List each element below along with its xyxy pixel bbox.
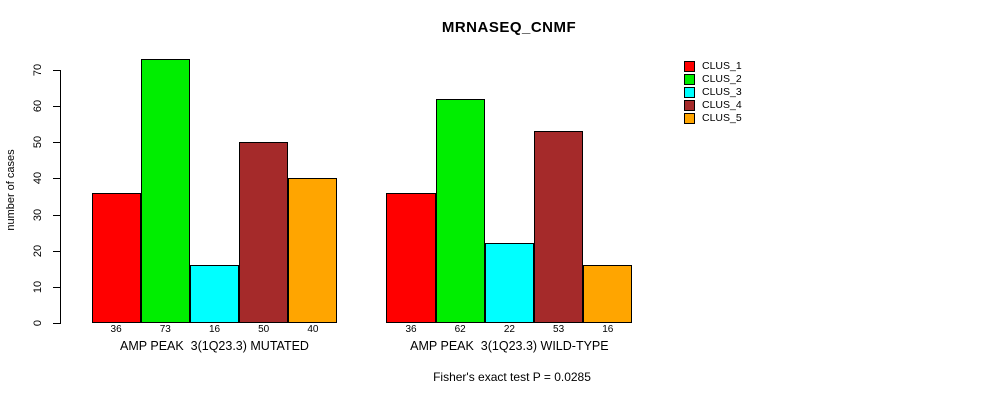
bar-value-label: 16 <box>602 324 614 335</box>
bar-value-label: 22 <box>503 324 515 335</box>
legend-swatch-icon <box>684 74 695 85</box>
bar-value-label: 36 <box>405 324 417 335</box>
legend-label: CLUS_2 <box>702 73 742 85</box>
y-tick <box>53 69 60 71</box>
bar-clus_2-group1 <box>140 59 190 323</box>
chart-title: MRNASEQ_CNMF <box>441 19 577 36</box>
bar-value-label: 53 <box>553 324 565 335</box>
legend-swatch-icon <box>684 61 695 72</box>
y-tick-label: 70 <box>32 63 44 77</box>
legend-item-clus_4: CLUS_4 <box>684 99 742 112</box>
legend-swatch-icon <box>684 113 695 124</box>
bar-value-label: 16 <box>208 324 221 335</box>
legend-item-clus_1: CLUS_1 <box>684 60 742 73</box>
legend-item-clus_3: CLUS_3 <box>684 86 742 99</box>
caption-fishers-test: Fisher's exact test P = 0.0285 <box>433 370 591 384</box>
y-tick <box>53 106 60 108</box>
y-axis-line <box>60 69 61 324</box>
y-tick-label: 30 <box>32 208 44 221</box>
bar-value-label: 40 <box>307 324 319 335</box>
legend-item-clus_5: CLUS_5 <box>684 112 742 125</box>
y-tick <box>53 142 60 144</box>
y-tick-label: 50 <box>32 136 44 149</box>
bar-value-label: 73 <box>159 324 171 335</box>
legend: CLUS_1 CLUS_2 CLUS_3 CLUS_4 CLUS_5 <box>684 60 742 125</box>
legend-label: CLUS_5 <box>702 112 742 124</box>
legend-label: CLUS_1 <box>702 60 742 72</box>
bar-value-label: 62 <box>454 324 466 335</box>
legend-swatch-icon <box>684 100 695 111</box>
legend-item-clus_2: CLUS_2 <box>684 73 742 86</box>
y-tick-label: 40 <box>32 172 44 185</box>
bar-clus_3-group1 <box>189 265 240 323</box>
y-tick <box>53 214 60 216</box>
legend-swatch-icon <box>684 87 695 98</box>
y-tick <box>53 250 60 252</box>
group-label-2: AMP PEAK 3(1Q23.3) WILD-TYPE <box>410 339 609 353</box>
bar-clus_4-group1 <box>239 142 289 323</box>
bar-value-label: 36 <box>110 324 122 335</box>
bar-clus_3-group2 <box>484 243 534 323</box>
group-label-1: AMP PEAK 3(1Q23.3) MUTATED <box>120 339 309 353</box>
bar-clus_1-group2 <box>386 192 436 323</box>
y-tick-label: 10 <box>32 280 44 293</box>
legend-label: CLUS_4 <box>702 99 742 111</box>
y-tick-label: 20 <box>32 244 44 257</box>
y-tick <box>53 286 60 288</box>
y-tick <box>53 178 60 180</box>
bar-clus_5-group2 <box>583 265 633 323</box>
bar-clus_5-group1 <box>288 178 338 323</box>
bar-clus_1-group1 <box>91 192 141 323</box>
y-tick-label: 0 <box>32 319 44 327</box>
bar-clus_2-group2 <box>435 98 485 323</box>
y-axis-title: number of cases <box>5 149 17 231</box>
bar-clus_4-group2 <box>534 131 584 323</box>
bar-value-label: 50 <box>258 324 270 335</box>
y-tick <box>53 323 60 324</box>
legend-label: CLUS_3 <box>702 86 742 98</box>
y-tick-label: 60 <box>32 99 44 113</box>
